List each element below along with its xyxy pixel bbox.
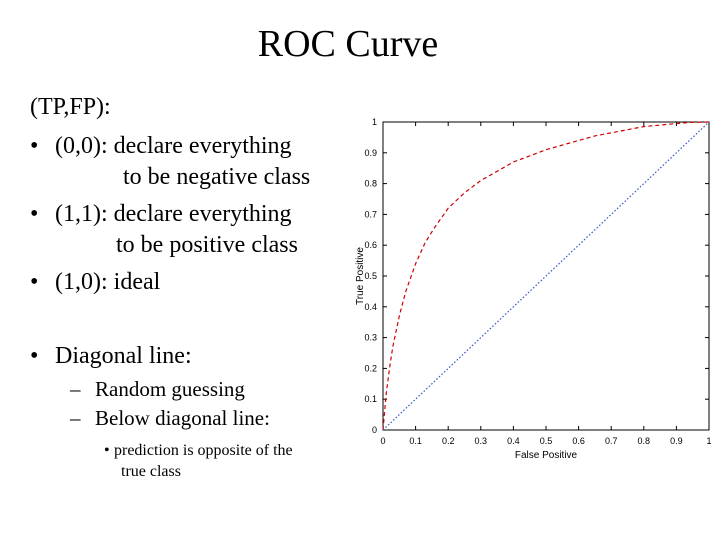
slide-title: ROC Curve (257, 23, 439, 65)
roc-chart: 0 0.1 0.2 0.3 0.4 0.5 0.6 0.7 0.8 0.9 1 0 0.1 0.2 0.3 0… (355, 117, 712, 461)
bullet-glyph: • (30, 201, 39, 227)
x-tick-label: 0.8 (638, 436, 651, 446)
intro-heading: (TP,FP): (30, 94, 111, 120)
x-tick-label: 0.1 (409, 436, 422, 446)
y-axis-label: True Positive (355, 247, 366, 305)
x-tick-label: 0.2 (442, 436, 455, 446)
bullet-continuation: to be negative class (123, 164, 311, 190)
bullet-glyph: • (30, 343, 39, 369)
y-tick-label: 0.6 (364, 240, 377, 250)
y-tick-label: 0.8 (364, 179, 377, 189)
x-tick-label: 0 (380, 436, 385, 446)
x-tick-label: 0.9 (670, 436, 683, 446)
bullet-line: (1,0): ideal (55, 269, 161, 295)
x-tick-label: 0.5 (540, 436, 553, 446)
y-tick-label: 0 (372, 425, 377, 435)
bullet-line: (1,1): declare everything (55, 201, 292, 227)
dash-glyph: – (70, 377, 81, 401)
y-tick-label: 1 (372, 117, 377, 127)
y-tick-label: 0.1 (364, 394, 377, 404)
dash-glyph: – (70, 406, 81, 430)
bullet-glyph: • (30, 269, 39, 295)
x-tick-label: 1 (706, 436, 711, 446)
y-tick-label: 0.9 (364, 148, 377, 158)
bullet-line: Diagonal line: (55, 343, 192, 369)
diagonal-line (382, 121, 710, 431)
x-tick-label: 0.6 (572, 436, 585, 446)
sub-bullet-line: Below diagonal line: (95, 406, 270, 430)
roc-curve-line (382, 121, 710, 431)
sub-bullet-line: Random guessing (95, 377, 245, 401)
x-tick-label: 0.4 (507, 436, 520, 446)
bullet-continuation: to be positive class (116, 232, 298, 258)
y-tick-label: 0.7 (364, 209, 377, 219)
sub-sub-bullet-line: prediction is opposite of the (114, 442, 293, 459)
bullet-glyph: • (104, 442, 110, 459)
bullet-glyph: • (30, 133, 39, 159)
y-tick-label: 0.3 (364, 333, 377, 343)
y-tick-label: 0.5 (364, 271, 377, 281)
x-axis-label: False Positive (515, 450, 578, 461)
x-tick-label: 0.3 (475, 436, 488, 446)
x-tick-label: 0.7 (605, 436, 618, 446)
sub-sub-bullet-continuation: true class (121, 463, 181, 480)
y-tick-label: 0.2 (364, 363, 377, 373)
y-tick-label: 0.4 (364, 302, 377, 312)
bullet-line: (0,0): declare everything (55, 133, 292, 159)
